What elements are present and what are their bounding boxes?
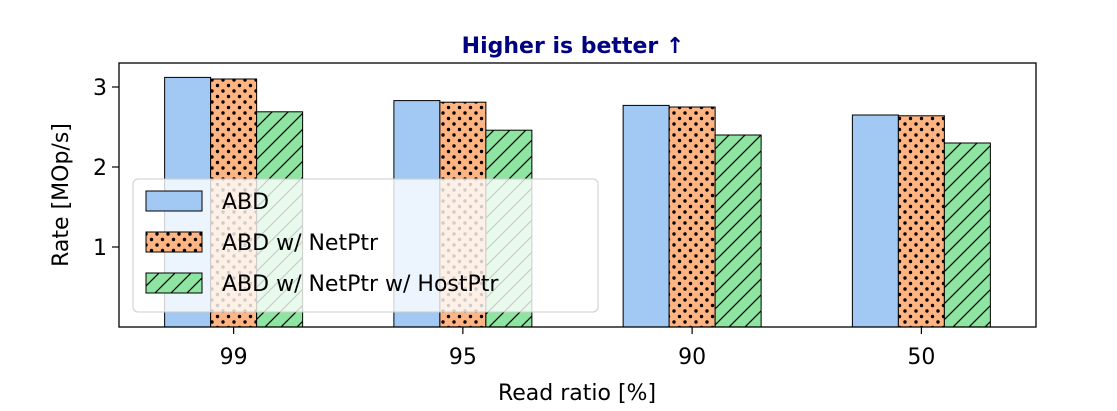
legend-swatch-pattern [146, 232, 202, 252]
legend-label: ABD w/ NetPtr [222, 231, 379, 256]
plot-frame [118, 62, 1037, 328]
legend-swatch [146, 191, 202, 211]
x-tick-label: 90 [678, 345, 706, 370]
legend-item: ABD w/ NetPtr [145, 231, 379, 256]
bar-pattern [669, 107, 716, 327]
x-tick-label: 50 [907, 345, 935, 370]
legend-swatch-outline [145, 190, 203, 212]
x-axis: 99 95 90 50 [220, 327, 935, 370]
y-tick-label: 3 [93, 76, 107, 101]
y-tick-label: 2 [93, 156, 107, 181]
y-tick-label: 1 [93, 236, 107, 261]
y-axis: 1 2 3 [93, 76, 119, 261]
legend-item: ABD w/ NetPtr w/ HostPtr [145, 272, 499, 297]
x-tick-label: 99 [220, 345, 248, 370]
legend-swatch-outline [145, 272, 203, 294]
x-axis-label: Read ratio [%] [498, 381, 656, 406]
y-axis-label: Rate [MOp/s] [49, 123, 74, 267]
chart-title: Higher is better ↑ [462, 34, 685, 59]
legend-label: ABD w/ NetPtr w/ HostPtr [222, 272, 499, 297]
legend: ABD ABD w/ NetPtr ABD w/ NetPtr w/ HostPtr [132, 178, 599, 313]
bar-pattern [944, 143, 991, 327]
x-tick-label: 95 [449, 345, 477, 370]
legend-swatch-outline [145, 231, 203, 253]
bar-pattern [898, 115, 945, 327]
bar-pattern [715, 135, 762, 327]
legend-box [132, 178, 599, 313]
bar [623, 105, 670, 328]
bar [852, 115, 899, 327]
legend-swatch-pattern [146, 273, 202, 293]
legend-item: ABD [145, 190, 269, 215]
legend-label: ABD [222, 190, 269, 215]
